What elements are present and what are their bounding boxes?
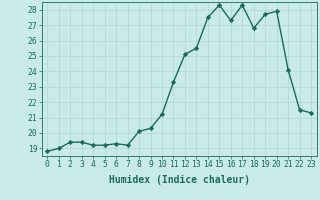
X-axis label: Humidex (Indice chaleur): Humidex (Indice chaleur) <box>109 175 250 185</box>
